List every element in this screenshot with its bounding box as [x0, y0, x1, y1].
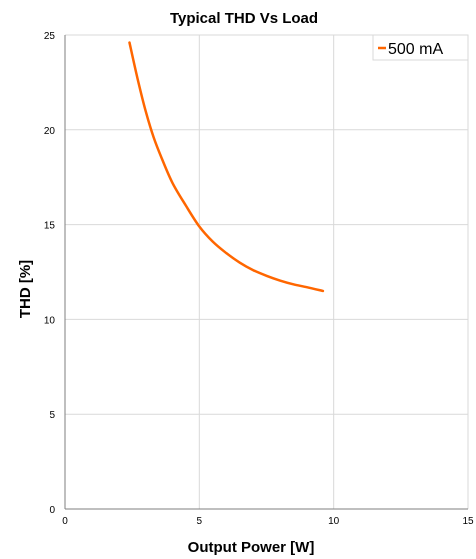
data-point	[198, 225, 200, 228]
y-tick-labels: 0 5 10 15 20 25	[44, 31, 56, 516]
data-point	[322, 290, 324, 292]
x-tick-label: 0	[62, 516, 68, 527]
x-tick-label: 15	[462, 516, 474, 527]
data-point	[145, 110, 147, 112]
y-tick-label: 25	[44, 31, 56, 42]
axes	[64, 35, 468, 510]
y-tick-label: 20	[44, 126, 56, 137]
x-tick-labels: 0 5 10 15	[62, 516, 474, 527]
y-tick-label: 0	[49, 505, 55, 516]
legend-label-500ma: 500 mA	[388, 41, 443, 58]
data-point	[292, 283, 294, 285]
data-point	[212, 241, 214, 243]
data-point	[161, 157, 163, 159]
x-tick-label: 5	[197, 516, 203, 527]
data-point	[128, 41, 131, 44]
x-tick-label: 10	[328, 516, 340, 527]
data-point	[225, 252, 227, 254]
legend-box	[372, 34, 469, 61]
y-tick-label: 5	[49, 410, 55, 421]
y-tick-label: 10	[44, 315, 56, 326]
legend: 500 mA	[372, 34, 469, 61]
data-point	[171, 182, 174, 184]
data-point	[239, 261, 241, 264]
data-point	[279, 279, 281, 282]
data-point	[153, 136, 155, 138]
y-tick-label: 15	[44, 221, 56, 232]
data-point	[185, 205, 187, 207]
y-axis-label: THD [%]	[17, 260, 34, 318]
grid-lines	[65, 34, 469, 509]
x-axis-label: Output Power [W]	[188, 539, 315, 556]
data-point	[306, 286, 308, 288]
data-point	[252, 269, 254, 271]
chart-title: Typical THD Vs Load	[170, 10, 318, 27]
data-point	[265, 275, 268, 277]
data-point	[136, 78, 139, 80]
series-lines	[128, 41, 325, 293]
